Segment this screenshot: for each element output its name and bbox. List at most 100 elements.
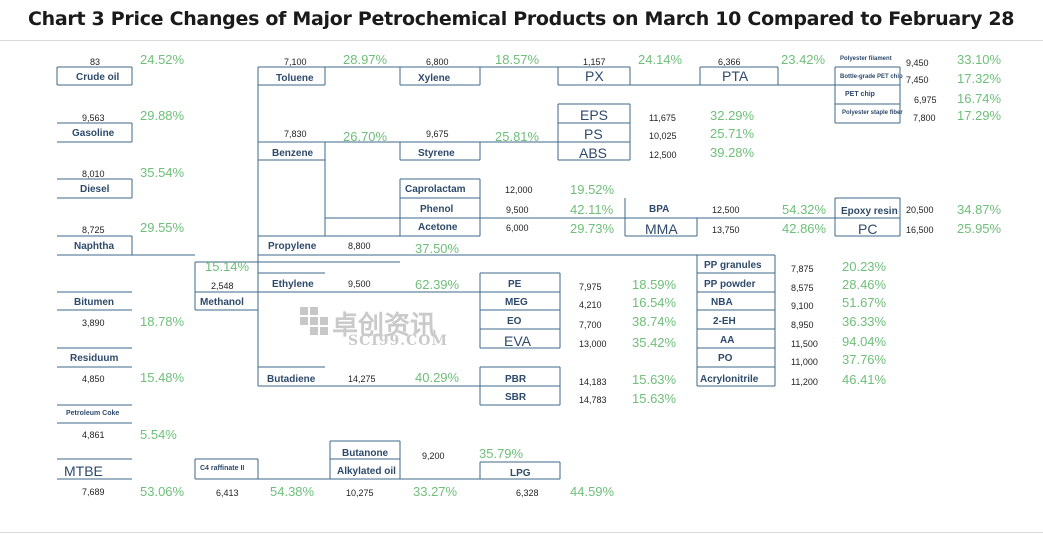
product-name-pet-chip: PET chip bbox=[845, 91, 875, 98]
product-name-c4-raffinate: C4 raffinate II bbox=[200, 465, 245, 472]
product-price-toluene: 7,100 bbox=[284, 57, 307, 67]
product-name-sbr: SBR bbox=[505, 392, 527, 403]
watermark-logo-icon bbox=[300, 307, 328, 335]
product-name-polyester-staple: Polyester staple fiber bbox=[842, 110, 903, 116]
product-change-alkylated-oil: 33.27% bbox=[413, 484, 458, 499]
product-name-px: PX bbox=[585, 68, 604, 84]
product-name-crude-oil: Crude oil bbox=[76, 72, 120, 83]
product-price-pp-granules: 7,875 bbox=[791, 264, 814, 274]
product-change-meg: 16.54% bbox=[632, 295, 677, 310]
product-price-aa: 11,500 bbox=[791, 339, 818, 349]
product-change-acetone: 29.73% bbox=[570, 221, 615, 236]
connector-lines bbox=[56, 66, 901, 480]
product-price-lpg: 6,328 bbox=[516, 488, 539, 498]
product-price-caprolactam: 12,000 bbox=[505, 185, 533, 195]
product-price-po: 11,000 bbox=[791, 357, 818, 367]
product-price-naphtha: 8,725 bbox=[82, 225, 105, 235]
product-price-pc: 16,500 bbox=[906, 225, 934, 235]
product-name-nba: NBA bbox=[711, 297, 733, 308]
product-name-propylene: Propylene bbox=[268, 241, 317, 252]
product-change-polyester-filament: 33.10% bbox=[957, 52, 1002, 67]
product-change-pbr: 15.63% bbox=[632, 372, 677, 387]
product-change-eva: 35.42% bbox=[632, 335, 677, 350]
product-name-bottle-pet-chip: Bottle-grade PET chip bbox=[840, 74, 903, 80]
product-price-px: 1,157 bbox=[583, 57, 606, 67]
product-price-benzene: 7,830 bbox=[284, 129, 307, 139]
product-price-eps: 11,675 bbox=[649, 113, 676, 123]
product-change-naphtha: 29.55% bbox=[140, 220, 185, 235]
product-price-diesel: 8,010 bbox=[82, 169, 105, 179]
product-price-meg: 4,210 bbox=[579, 300, 602, 310]
product-name-residuum: Residuum bbox=[70, 353, 119, 364]
product-name-butadiene: Butadiene bbox=[267, 374, 316, 385]
watermark-chinese-text: 卓创资讯 bbox=[332, 311, 437, 341]
product-change-bottle-pet-chip: 17.32% bbox=[957, 71, 1002, 86]
product-change-eo: 38.74% bbox=[632, 314, 677, 329]
product-price-phenol: 9,500 bbox=[506, 205, 529, 215]
product-price-crude-oil: 83 bbox=[90, 57, 101, 67]
product-name-butanone: Butanone bbox=[342, 448, 389, 459]
product-name-diesel: Diesel bbox=[80, 184, 110, 195]
product-name-aa: AA bbox=[720, 335, 735, 346]
product-change-mtbe: 53.06% bbox=[140, 484, 185, 499]
product-name-lpg: LPG bbox=[510, 468, 531, 479]
product-change-eps: 32.29% bbox=[710, 108, 755, 123]
product-price-abs: 12,500 bbox=[649, 150, 677, 160]
product-price-pet-chip: 6,975 bbox=[914, 95, 937, 105]
product-change-butanone: 35.79% bbox=[479, 446, 524, 461]
product-price-polyester-filament: 9,450 bbox=[906, 58, 929, 68]
product-price-acetone: 6,000 bbox=[506, 223, 529, 233]
product-change-pet-chip: 16.74% bbox=[957, 91, 1002, 106]
product-name-bpa: BPA bbox=[649, 204, 670, 215]
product-price-pbr: 14,183 bbox=[579, 377, 607, 387]
product-price-nba: 9,100 bbox=[791, 301, 814, 311]
product-name-xylene: Xylene bbox=[418, 73, 451, 84]
product-price-bpa: 12,500 bbox=[712, 205, 740, 215]
product-change-propylene: 37.50% bbox=[415, 241, 460, 256]
product-change-epoxy-resin: 34.87% bbox=[957, 202, 1002, 217]
product-price-mma: 13,750 bbox=[712, 225, 740, 235]
product-price-eo: 7,700 bbox=[579, 320, 602, 330]
product-change-pta: 23.42% bbox=[781, 52, 826, 67]
product-price-residuum: 4,850 bbox=[82, 374, 105, 384]
product-name-pe: PE bbox=[508, 279, 522, 290]
product-change-crude-oil: 24.52% bbox=[140, 52, 185, 67]
product-name-eps: EPS bbox=[580, 107, 609, 123]
product-change-acrylonitrile: 46.41% bbox=[842, 372, 887, 387]
product-change-toluene: 28.97% bbox=[343, 52, 388, 67]
product-change-ethylene: 62.39% bbox=[415, 277, 460, 292]
product-change-bitumen: 18.78% bbox=[140, 314, 185, 329]
product-change-abs: 39.28% bbox=[710, 145, 755, 160]
product-name-mma: MMA bbox=[645, 221, 678, 237]
page-title: Chart 3 Price Changes of Major Petrochem… bbox=[28, 8, 1015, 30]
product-change-styrene: 25.81% bbox=[495, 129, 540, 144]
product-name-caprolactam: Caprolactam bbox=[405, 184, 466, 195]
product-change-px: 24.14% bbox=[638, 52, 683, 67]
product-name-methanol: Methanol bbox=[200, 297, 244, 308]
product-change-pc: 25.95% bbox=[957, 221, 1002, 236]
product-name-po: PO bbox=[718, 353, 733, 364]
product-name-epoxy-resin: Epoxy resin bbox=[841, 206, 898, 217]
product-change-butadiene: 40.29% bbox=[415, 370, 460, 385]
product-name-eo: EO bbox=[507, 316, 522, 327]
product-price-methanol: 2,548 bbox=[211, 281, 234, 291]
title-divider bbox=[0, 40, 1043, 41]
product-price-pta: 6,366 bbox=[718, 57, 741, 67]
product-change-polyester-staple: 17.29% bbox=[957, 108, 1002, 123]
product-name-eva: EVA bbox=[504, 333, 531, 349]
product-change-petroleum-coke: 5.54% bbox=[140, 427, 177, 442]
product-change-xylene: 18.57% bbox=[495, 52, 540, 67]
product-name-polyester-filament: Polyester filament bbox=[840, 56, 892, 62]
product-change-lpg: 44.59% bbox=[570, 484, 615, 499]
product-price-acrylonitrile: 11,200 bbox=[791, 377, 818, 387]
product-change-pp-powder: 28.46% bbox=[842, 277, 887, 292]
product-name-styrene: Styrene bbox=[418, 148, 455, 159]
product-price-two-eh: 8,950 bbox=[791, 320, 814, 330]
product-change-phenol: 42.11% bbox=[570, 202, 614, 217]
product-change-two-eh: 36.33% bbox=[842, 314, 887, 329]
product-change-diesel: 35.54% bbox=[140, 165, 185, 180]
product-change-pp-granules: 20.23% bbox=[842, 259, 887, 274]
product-price-propylene: 8,800 bbox=[348, 241, 371, 251]
product-price-bottle-pet-chip: 7,450 bbox=[906, 75, 929, 85]
product-change-pe: 18.59% bbox=[632, 277, 677, 292]
